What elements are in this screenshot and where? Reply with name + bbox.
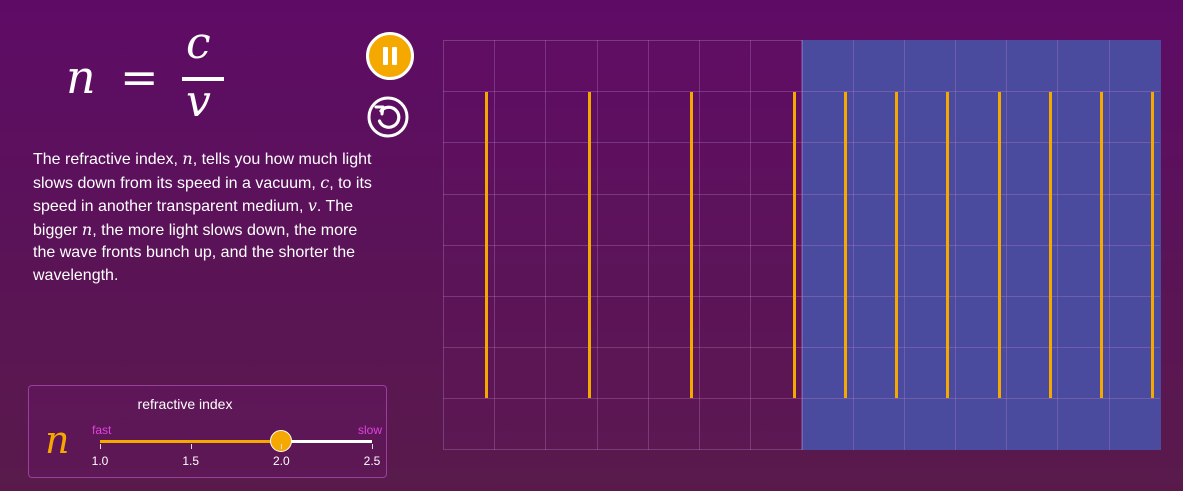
wave-simulation (443, 40, 1161, 450)
grid-line (597, 40, 598, 450)
slider-tick (281, 444, 283, 449)
grid-line (801, 40, 802, 450)
slider-symbol: n (45, 418, 70, 462)
slider-tick-label: 2.5 (363, 454, 381, 468)
formula-denominator: v (186, 76, 211, 127)
fraction-bar (182, 77, 224, 81)
formula-equals: = (120, 50, 159, 104)
formula: n = c v (62, 14, 232, 127)
grid-line (443, 398, 1160, 399)
slider-fill (100, 440, 282, 443)
slider-tick-label: 1.5 (182, 454, 199, 468)
grid-line (1109, 40, 1110, 450)
reset-button[interactable] (366, 95, 410, 139)
refractive-index-slider-panel: refractive index n fast slow 1.0 1.5 2.0 2.… (28, 385, 387, 478)
slider-tick (190, 444, 192, 449)
formula-numerator: c (186, 18, 211, 69)
grid-line (853, 40, 854, 450)
grid-line (443, 347, 1160, 348)
grid-line (545, 40, 546, 450)
slider-tick (100, 444, 101, 449)
slider-tick-label: 2.0 (272, 454, 290, 468)
grid-line (443, 245, 1160, 246)
wave-front (895, 92, 898, 398)
grid-line (494, 40, 495, 450)
reset-icon (367, 96, 409, 138)
wave-front (1100, 92, 1103, 398)
fast-label: fast (92, 423, 112, 437)
slider-thumb[interactable] (270, 430, 293, 452)
pause-button[interactable] (366, 32, 414, 80)
slider-tick (372, 444, 373, 449)
wave-front (1049, 92, 1052, 398)
wave-front (844, 92, 847, 398)
symbol-c: c (320, 172, 330, 192)
grid-line (1057, 40, 1058, 450)
grid-line (1006, 40, 1007, 450)
symbol-n: n (81, 219, 93, 239)
grid-line (699, 40, 700, 450)
formula-n: n (66, 50, 96, 104)
pause-icon-bar (392, 47, 397, 65)
slider-tick-label: 1.0 (91, 454, 109, 468)
description: The refractive index, n, tells you how m… (33, 148, 383, 287)
wave-front (793, 92, 796, 398)
grid-line (955, 40, 956, 450)
wave-front (485, 92, 488, 398)
slider-title: refractive index (137, 396, 233, 412)
grid-line (443, 91, 1160, 92)
grid-line (904, 40, 905, 450)
wave-front (998, 92, 1001, 398)
symbol-n: n (182, 149, 193, 168)
description-text: , the more light slows down, the more th… (33, 221, 358, 284)
grid-line (443, 194, 1160, 195)
description-text: , tells you how much light slows down fr… (33, 151, 372, 192)
grid-line (750, 40, 751, 450)
grid-line (648, 40, 649, 450)
wave-front (690, 92, 693, 398)
description-text: The refractive index, (33, 151, 183, 168)
symbol-v: v (307, 196, 317, 215)
slider-track[interactable] (100, 440, 372, 443)
grid-line (443, 142, 1160, 143)
description-text: , to its speed in another transparent me… (33, 174, 372, 216)
description-text: . The bigger (33, 198, 354, 239)
wave-front (588, 92, 591, 398)
pause-icon (383, 47, 388, 65)
slow-label: slow (357, 423, 382, 437)
wave-front (1151, 92, 1154, 398)
wave-front (946, 92, 949, 398)
grid-line (443, 296, 1160, 297)
